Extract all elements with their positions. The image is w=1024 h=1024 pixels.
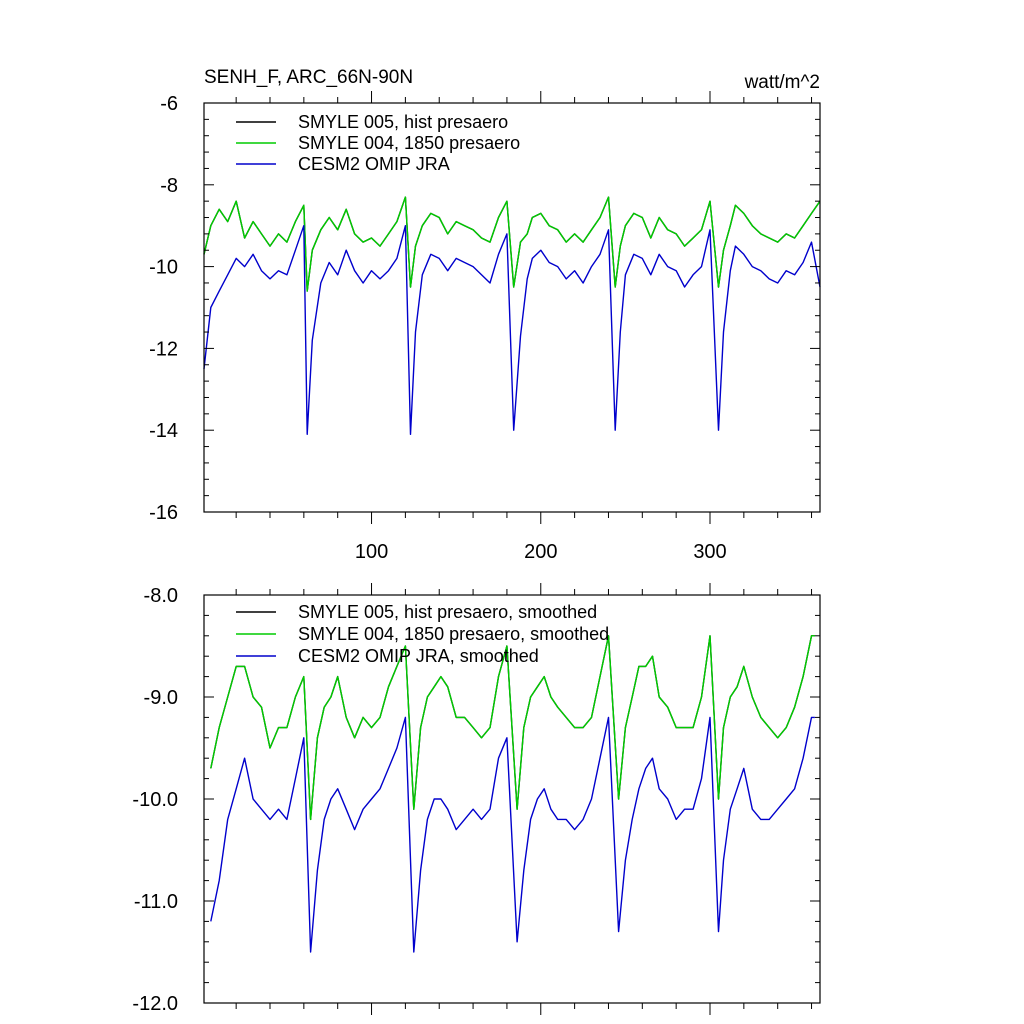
y-tick-label: -12.0: [132, 993, 178, 1015]
top-panel: SENH_F, ARC_66N-90N watt/m^2 -16-14-12-1…: [149, 67, 821, 563]
top-panel-title: SENH_F, ARC_66N-90N: [204, 67, 413, 88]
series-line-3: [203, 224, 821, 435]
legend-label-2: SMYLE 004, 1850 presaero: [298, 133, 520, 153]
legend-label-3: CESM2 OMIP JRA: [298, 154, 450, 174]
y-tick-label: -12: [149, 338, 178, 360]
top-panel-units: watt/m^2: [744, 72, 820, 93]
plot-frame: [203, 102, 821, 513]
y-tick-label: -10: [149, 257, 178, 279]
y-tick-label: -8: [160, 175, 178, 197]
y-tick-label: -8.0: [144, 585, 178, 607]
bottom-panel: -12.0 -11.0 -10.0 -9.0 -8.0 SMYLE 005, hist …: [132, 583, 821, 1015]
series-line-3: [210, 716, 815, 953]
x-tick-label: 300: [693, 541, 726, 563]
y-tick-label: -9.0: [144, 687, 178, 709]
legend-label-1: SMYLE 005, hist presaero, smoothed: [298, 602, 597, 622]
y-tick-label: -6: [160, 93, 178, 115]
legend-label-3: CESM2 OMIP JRA, smoothed: [298, 646, 539, 666]
series-line-2: [203, 196, 821, 292]
x-tick-label: 100: [355, 541, 388, 563]
bottom-panel-axes: -12.0 -11.0 -10.0 -9.0 -8.0: [132, 583, 821, 1015]
legend-label-2: SMYLE 004, 1850 presaero, smoothed: [298, 624, 609, 644]
bottom-panel-series-group: [210, 635, 815, 953]
y-tick-label: -10.0: [132, 789, 178, 811]
y-tick-label: -14: [149, 420, 178, 442]
top-panel-series-group: [203, 196, 821, 435]
x-tick-label: 200: [524, 541, 557, 563]
series-line-2: [210, 635, 815, 821]
top-panel-axes: -16 -14 -12 -10 -8 -6 100 200 300: [149, 91, 821, 563]
y-tick-label: -16: [149, 502, 178, 524]
legend-label-1: SMYLE 005, hist presaero: [298, 112, 508, 132]
y-tick-label: -11.0: [134, 891, 178, 913]
bottom-panel-legend: SMYLE 005, hist presaero, smoothedSMYLE …: [236, 602, 609, 666]
series-line-1: [203, 196, 821, 292]
